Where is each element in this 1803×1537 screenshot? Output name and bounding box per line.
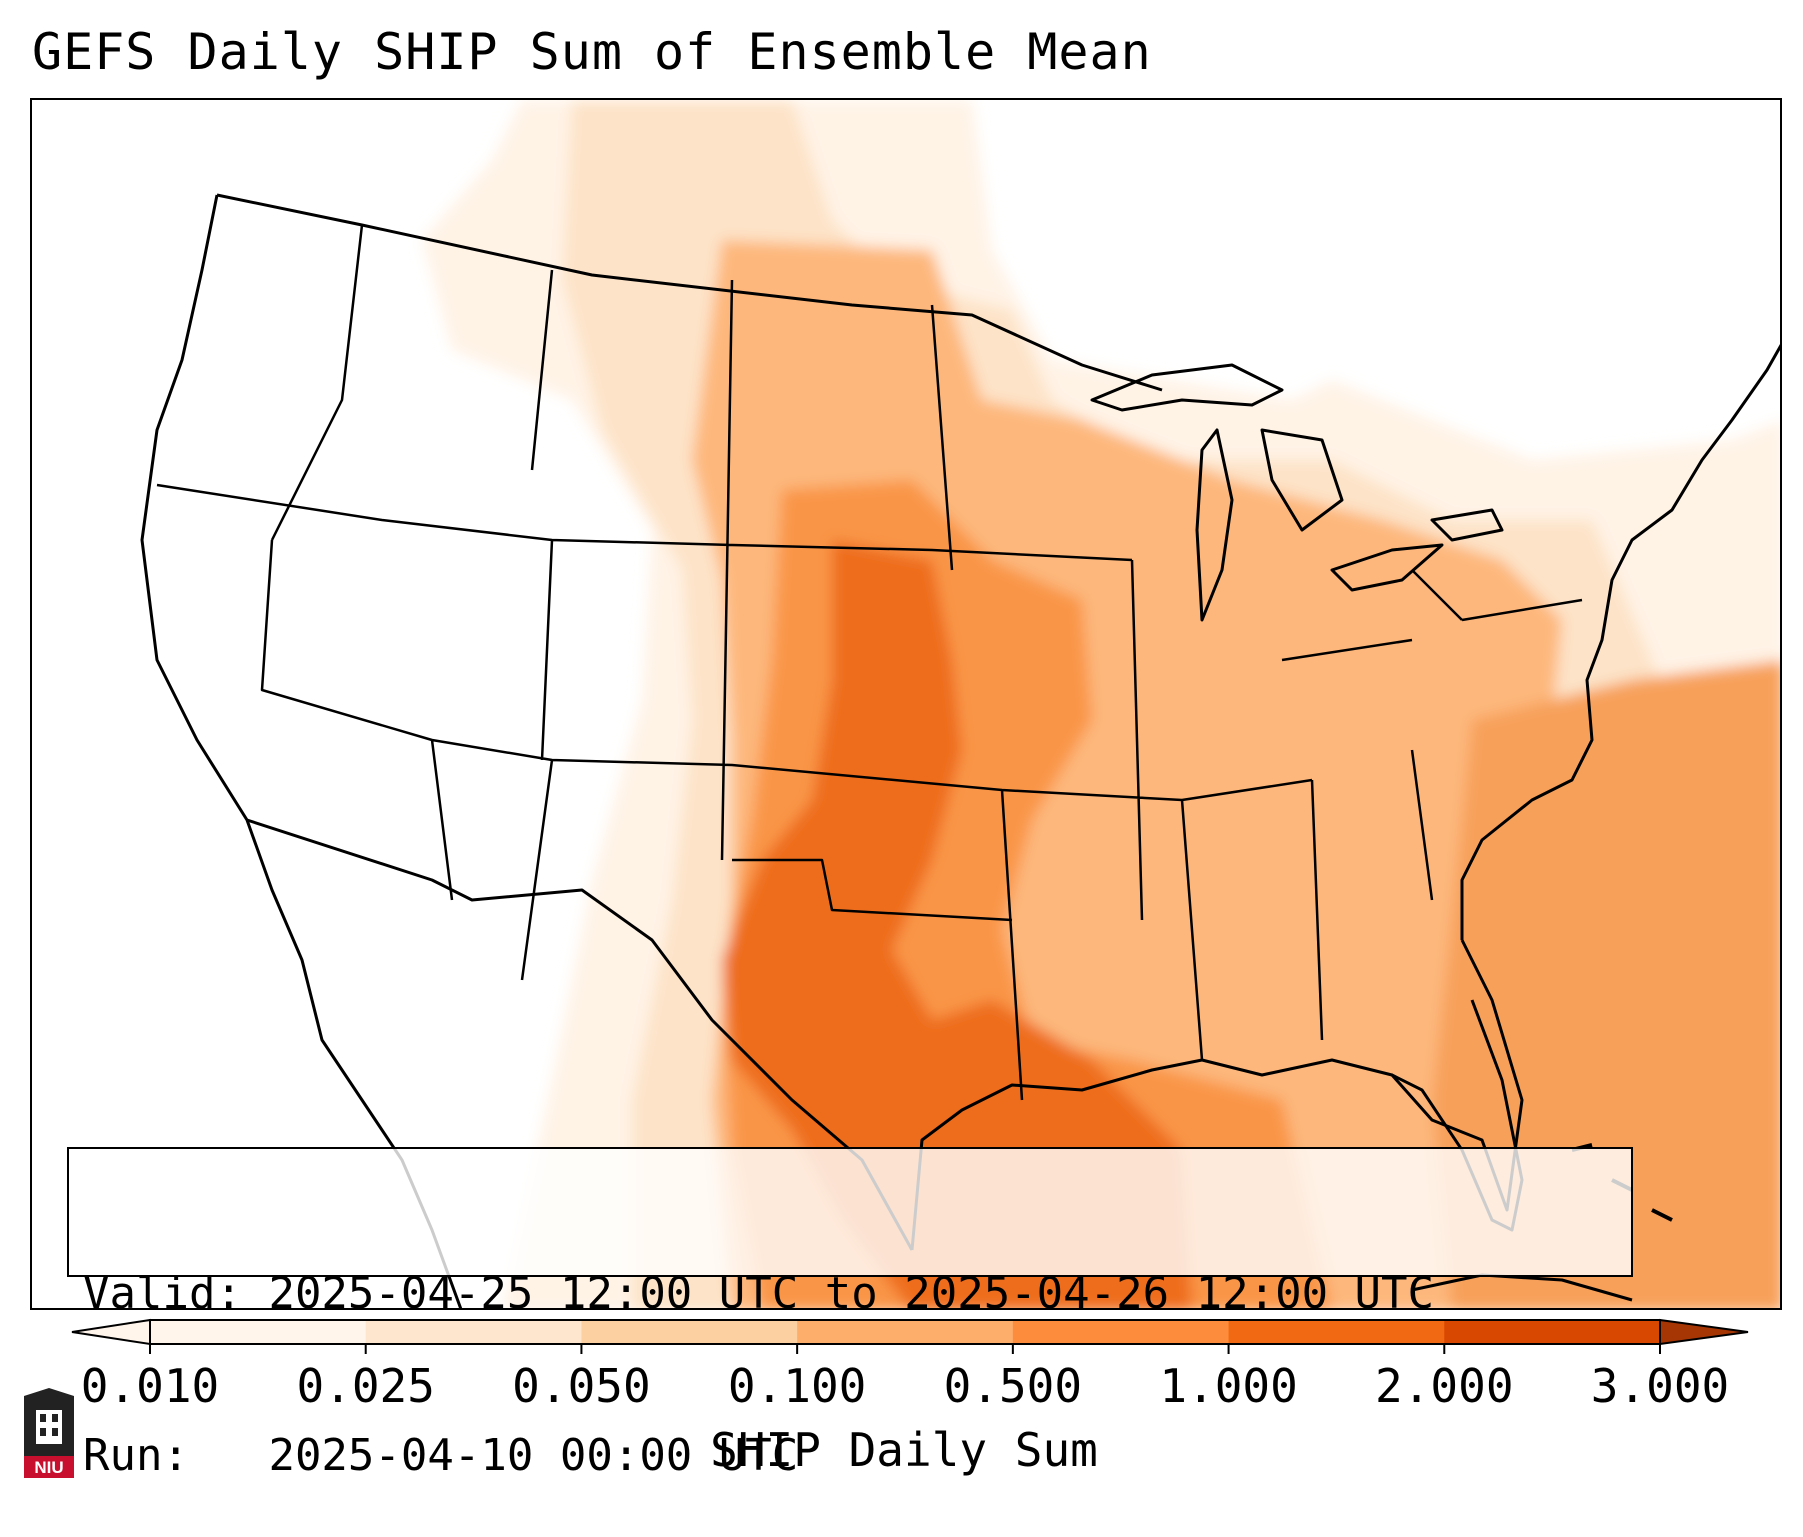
lake-ontario [1430, 508, 1504, 542]
pacific-coastline [140, 194, 463, 1308]
colorbar [71, 1318, 1749, 1354]
colorbar-outline [149, 1319, 1661, 1345]
cuba [1411, 1273, 1633, 1302]
ship-field [422, 100, 1780, 1308]
run-value: 2025-04-10 00:00 UTC [268, 1430, 799, 1481]
colorbar-extend-max [1659, 1318, 1749, 1346]
run-label: Run: [83, 1430, 189, 1481]
colorbar-swatch [1228, 1320, 1445, 1344]
colorbar-swatch [1012, 1320, 1230, 1344]
niu-logo: NIU [24, 1388, 74, 1478]
state-lines [156, 224, 1583, 1101]
valid-label: Valid: [83, 1268, 242, 1319]
info-box: Valid: 2025-04-25 12:00 UTC to 2025-04-2… [67, 1147, 1633, 1481]
ship-level-5 [722, 540, 1192, 1308]
colorbar-tick-label: 0.025 [296, 1359, 435, 1413]
map-canvas [140, 100, 1780, 1308]
colorbar-swatch [1444, 1320, 1661, 1344]
colorbar-swatch [581, 1320, 798, 1344]
lake-huron [1260, 428, 1344, 532]
colorbar-tick-label: 1.000 [1159, 1359, 1298, 1413]
valid-value: 2025-04-25 12:00 UTC to 2025-04-26 12:00… [268, 1268, 1435, 1319]
atlantic-coastline [1460, 344, 1780, 940]
colorbar-extend-min [71, 1318, 151, 1346]
colorbar-tick-label: 0.050 [512, 1359, 651, 1413]
colorbar-tick-label: 3.000 [1590, 1359, 1730, 1413]
map-title: GEFS Daily SHIP Sum of Ensemble Mean [32, 23, 1152, 81]
colorbar-swatch [365, 1320, 582, 1344]
colorbar-swatch [150, 1320, 367, 1344]
colorbar-tick-label: 0.100 [727, 1359, 867, 1413]
map-panel [30, 98, 1782, 1310]
lake-michigan [1195, 428, 1234, 622]
ship-level-6 [1432, 660, 1780, 1308]
valid-row: Valid: 2025-04-25 12:00 UTC to 2025-04-2… [83, 1267, 1631, 1321]
colorbar-tick-label: 0.010 [80, 1359, 220, 1413]
lake-superior [1090, 363, 1284, 412]
svg-text:NIU: NIU [34, 1458, 63, 1477]
run-row: Run: 2025-04-10 00:00 UTC [83, 1429, 1631, 1483]
colorbar-label: SHIP Daily Sum [710, 1423, 1098, 1477]
colorbar-swatch [797, 1320, 1014, 1344]
colorbar-tick-label: 0.500 [943, 1359, 1083, 1413]
us-mexico-border [246, 818, 914, 1251]
lake-erie [1330, 543, 1444, 592]
colorbar-tick-label: 2.000 [1375, 1359, 1514, 1413]
